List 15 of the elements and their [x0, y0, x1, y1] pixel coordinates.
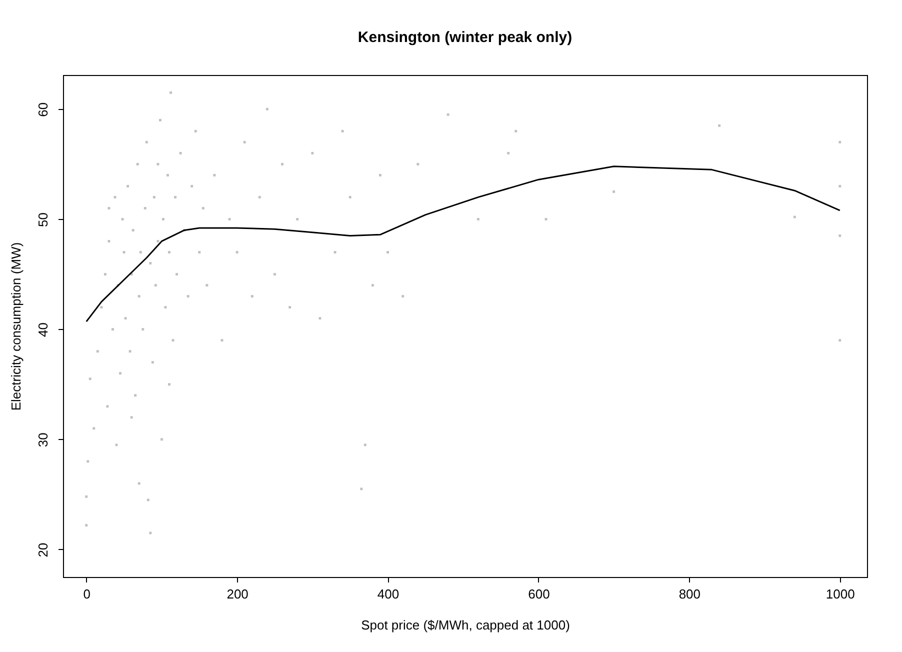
x-tick-label: 600 — [528, 586, 550, 602]
x-tick-label: 800 — [678, 586, 701, 602]
chart-title: Kensington (winter peak only) — [358, 29, 572, 46]
x-tick-label: 200 — [226, 586, 248, 602]
y-axis-title: Electricity consumption (MW) — [8, 242, 24, 411]
y-tick-label: 20 — [36, 542, 50, 558]
y-tick-label: 40 — [36, 322, 50, 338]
x-tick-label: 400 — [377, 586, 400, 602]
line-series — [86, 166, 841, 322]
y-tick-label: 30 — [36, 432, 50, 448]
y-tick-label: 50 — [36, 212, 50, 227]
x-axis-title: Spot price ($/MWh, capped at 1000) — [361, 618, 570, 632]
y-tick-label: 60 — [36, 102, 50, 117]
x-tick-label: 1000 — [826, 586, 855, 602]
x-tick-label: 0 — [83, 586, 90, 602]
